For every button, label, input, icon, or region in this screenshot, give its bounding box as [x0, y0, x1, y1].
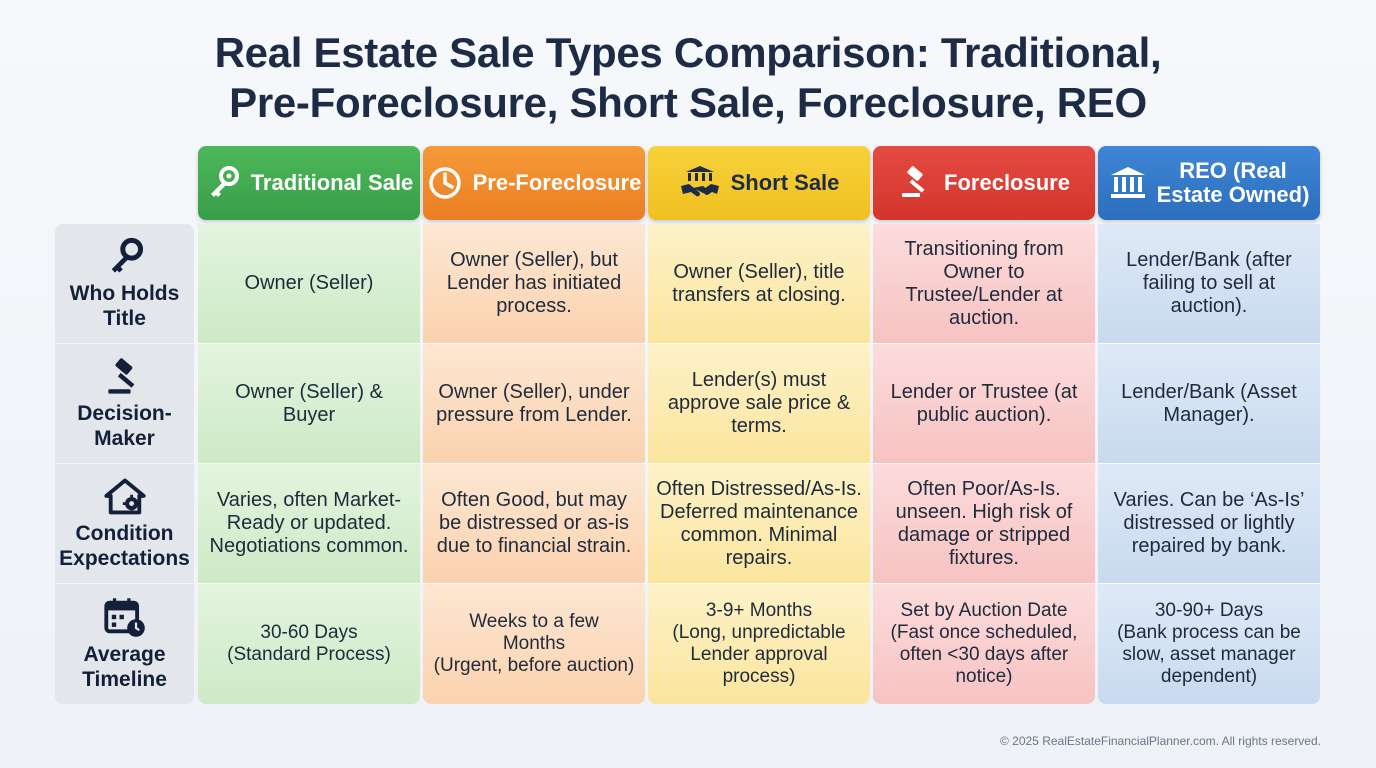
column-header-label: Short Sale: [730, 170, 840, 195]
row-label-decision-maker: Decision- Maker: [55, 344, 194, 463]
row-label-text: Average Timeline: [82, 643, 167, 691]
table-cell: Owner (Seller), under pressure from Lend…: [423, 344, 645, 464]
table-cell: 3-9+ Months (Long, unpredictable Lender …: [648, 584, 870, 704]
key-icon: [111, 237, 143, 273]
page-title-line-2: Pre-Foreclosure, Short Sale, Foreclosure…: [229, 79, 1147, 126]
table-cell: Often Distressed/As-Is. Deferred mainten…: [648, 464, 870, 584]
table-cell: Often Poor/As-Is. unseen. High risk of d…: [873, 464, 1095, 584]
column-header-foreclosure: Foreclosure: [873, 146, 1095, 220]
table-cell: Set by Auction Date (Fast once scheduled…: [873, 584, 1095, 704]
column-header-label: Traditional Sale: [250, 170, 414, 195]
row-label-condition-expectations: Condition Expectations: [55, 464, 194, 583]
table-cell: Lender or Trustee (at public auction).: [873, 344, 1095, 464]
row-label-average-timeline: Average Timeline: [55, 584, 194, 704]
row-label-text: Decision- Maker: [77, 401, 172, 450]
clock-icon: [428, 167, 461, 199]
table-cell: Owner (Seller), title transfers at closi…: [648, 224, 870, 344]
table-cell: Lender(s) must approve sale price & term…: [648, 344, 870, 464]
bank-icon: [1110, 167, 1145, 198]
table-cell: Lender/Bank (after failing to sell at au…: [1098, 224, 1320, 344]
row-label-text: Who Holds Title: [69, 281, 180, 330]
column-header-traditional-sale: Traditional Sale: [198, 146, 420, 220]
column-header-label: Foreclosure: [944, 170, 1070, 195]
page-title: Real Estate Sale Types Comparison: Tradi…: [0, 28, 1376, 128]
table-cell: 30-60 Days (Standard Process): [198, 584, 420, 704]
house-gear-icon: [103, 478, 146, 514]
page-title-line-1: Real Estate Sale Types Comparison: Tradi…: [214, 29, 1162, 76]
table-cell: Often Good, but may be distressed or as-…: [423, 464, 645, 584]
row-label-text: Condition Expectations: [59, 521, 190, 570]
column-header-reo: REO (Real Estate Owned): [1098, 146, 1320, 220]
key-icon: [210, 166, 239, 197]
table-cell: Owner (Seller): [198, 224, 420, 344]
column-header-short-sale: Short Sale: [648, 146, 870, 220]
table-cell: Owner (Seller), but Lender has initiated…: [423, 224, 645, 344]
handshake-icon: [680, 166, 719, 197]
table-cell: Lender/Bank (Asset Manager).: [1098, 344, 1320, 464]
column-header-pre-foreclosure: Pre-Foreclosure: [423, 146, 645, 220]
table-cell: Varies, often Market- Ready or updated. …: [198, 464, 420, 584]
table-cell: Weeks to a few Months (Urgent, before au…: [423, 584, 645, 704]
column-header-label: REO (Real Estate Owned): [1156, 158, 1310, 207]
calendar-clock-icon: [103, 598, 145, 637]
row-label-who-holds-title: Who Holds Title: [55, 224, 194, 343]
gavel-icon: [107, 357, 134, 394]
gavel-icon: [902, 166, 925, 197]
copyright-footer: © 2025 RealEstateFinancialPlanner.com. A…: [999, 734, 1321, 748]
table-cell: Owner (Seller) & Buyer: [198, 344, 420, 464]
table-cell: Transitioning from Owner to Trustee/Lend…: [873, 224, 1095, 344]
table-cell: Varies. Can be ‘As-Is’ distressed or lig…: [1098, 464, 1320, 584]
column-header-label: Pre-Foreclosure: [472, 170, 642, 195]
table-cell: 30-90+ Days (Bank process can be slow, a…: [1098, 584, 1320, 704]
